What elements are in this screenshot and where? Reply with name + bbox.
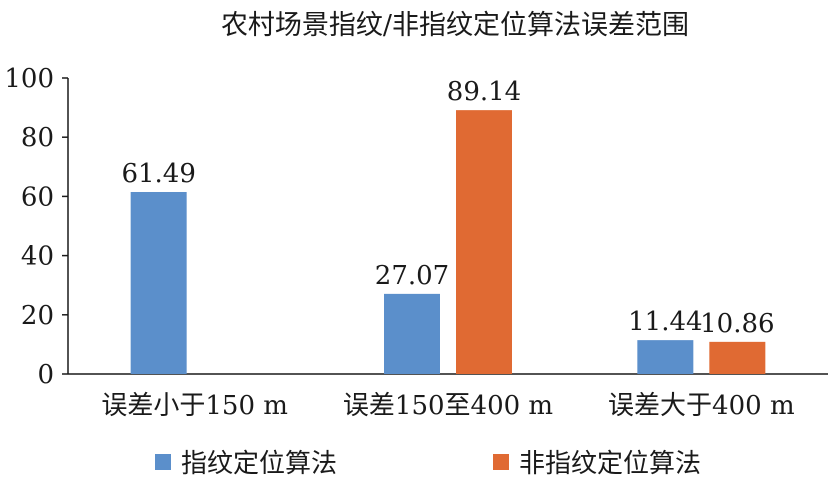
- bar-fingerprint: [384, 293, 440, 374]
- x-tick-label: 误差小于150 m: [101, 391, 288, 421]
- y-tick-label: 0: [37, 360, 54, 390]
- legend: 指纹定位算法 非指纹定位算法: [155, 449, 701, 479]
- data-label: 10.86: [700, 309, 774, 339]
- y-tick-label: 80: [21, 123, 54, 153]
- data-label: 11.44: [628, 307, 702, 337]
- data-label: 27.07: [375, 261, 449, 291]
- bar-fingerprint: [130, 191, 187, 374]
- y-axis: 0 20 40 60 80 100: [4, 64, 69, 390]
- y-tick-label: 100: [4, 64, 54, 94]
- x-tick-label: 误差大于400 m: [608, 391, 795, 421]
- bar-series-group: [130, 110, 766, 374]
- bar-non-fingerprint: [709, 341, 766, 374]
- legend-swatch: [493, 454, 509, 470]
- y-tick-label: 60: [21, 182, 54, 212]
- data-label: 89.14: [447, 77, 521, 107]
- chart-title: 农村场景指纹/非指纹定位算法误差范围: [221, 10, 689, 41]
- y-tick-label: 40: [21, 242, 54, 272]
- bar-fingerprint: [637, 340, 694, 374]
- legend-label: 非指纹定位算法: [519, 449, 701, 479]
- bar-non-fingerprint: [456, 110, 512, 374]
- legend-label: 指纹定位算法: [181, 449, 337, 479]
- y-tick-label: 20: [21, 301, 54, 331]
- data-label: 61.49: [121, 159, 195, 189]
- legend-swatch: [155, 454, 171, 470]
- x-tick-label: 误差150至400 m: [343, 391, 553, 421]
- x-axis: 误差小于150 m 误差150至400 m 误差大于400 m: [68, 373, 828, 421]
